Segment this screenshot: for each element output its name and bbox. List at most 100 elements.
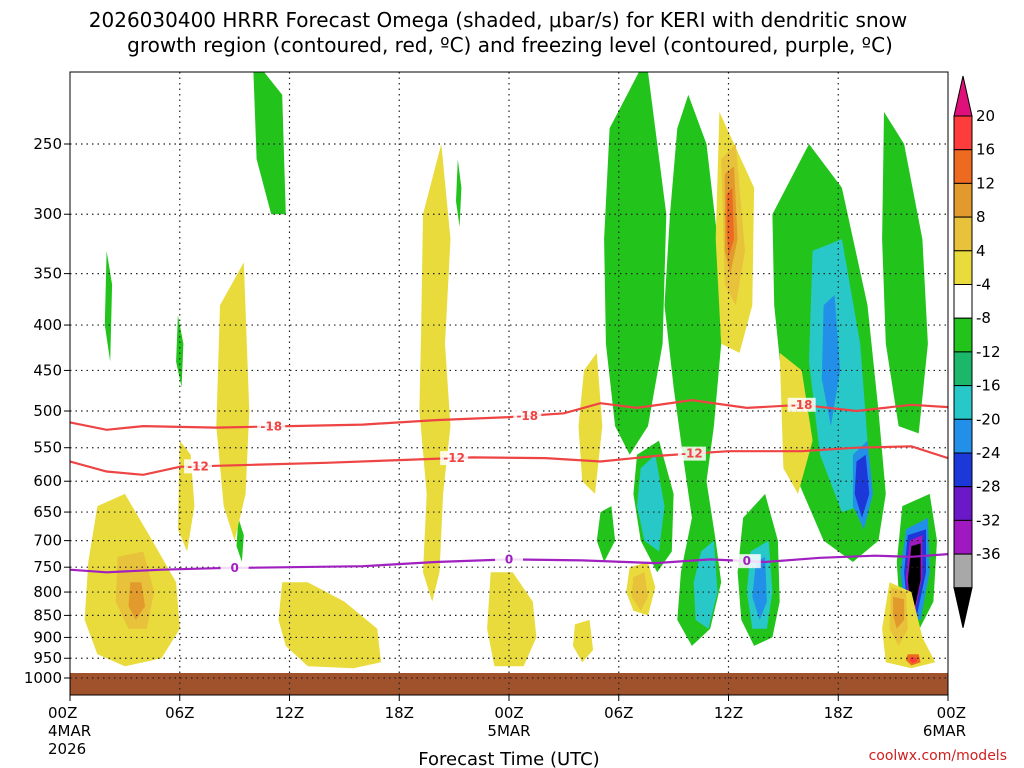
- omega-region-17--16: [821, 295, 841, 427]
- colorbar-swatch-8: [953, 385, 973, 420]
- omega-region-10--4: [236, 517, 244, 562]
- x-tick-label-5: 06Z: [604, 704, 633, 722]
- contour-label--18-2: -18: [791, 398, 813, 412]
- colorbar-bottom-arrow: [953, 587, 973, 628]
- colorbar-swatch-7: [953, 351, 973, 387]
- x-tick-label-7: 18Z: [824, 704, 853, 722]
- omega-region-24--36: [907, 543, 921, 607]
- colorbar-label-5: -4: [976, 276, 991, 294]
- contour-line-0: [70, 553, 948, 574]
- omega-region-29-4: [419, 144, 451, 602]
- omega-region-11--4: [596, 506, 616, 562]
- omega-region-3--4: [882, 111, 928, 434]
- omega-region-41-12: [128, 582, 145, 620]
- x-tick-label-2: 12Z: [275, 704, 304, 722]
- colorbar-label-1: 16: [976, 141, 995, 159]
- colorbar-swatch-13: [953, 553, 973, 589]
- y-tick-label-350: 350: [33, 265, 62, 283]
- omega-region-27-4: [216, 262, 250, 541]
- contour-label-bg-1-1: [440, 451, 469, 466]
- contour-label-0-0: 0: [230, 561, 238, 575]
- omega-region-15--12: [637, 454, 665, 552]
- colorbar-label-12: -32: [976, 511, 1001, 529]
- colorbar-swatch-3: [953, 216, 973, 252]
- x-tick-date-4: 5MAR: [487, 722, 530, 740]
- chart-title-line2: growth region (contoured, red, ºC) and f…: [127, 33, 893, 57]
- colorbar-swatch-10: [953, 452, 973, 488]
- colorbar-label-8: -16: [976, 377, 1001, 395]
- colorbar-label-2: 12: [976, 174, 995, 192]
- y-tick-label-300: 300: [33, 205, 62, 223]
- colorbar-label-7: -12: [976, 343, 1001, 361]
- colorbar: 20 16 12 8 4 -4 -8 -12 -16 -20 -24 -28 -32 -36: [953, 75, 1001, 628]
- contour-label-bg-0-1: [513, 408, 542, 423]
- omega-region-21--20: [854, 454, 870, 518]
- colorbar-label-11: -28: [976, 478, 1001, 496]
- y-tick-label-550: 550: [33, 439, 62, 457]
- y-tick-label-750: 750: [33, 558, 62, 576]
- colorbar-label-6: -8: [976, 309, 991, 327]
- y-tick-label-450: 450: [33, 361, 62, 379]
- omega-region-40-8: [631, 572, 648, 611]
- contour-label-bg-0-0: [257, 419, 286, 434]
- omega-region-30-4: [487, 572, 537, 667]
- omega-region-33-4: [779, 352, 813, 494]
- contour-label-0-1: 0: [505, 552, 513, 566]
- omega-region-1--4: [604, 72, 667, 455]
- x-tick-label-8: 00Z: [937, 704, 966, 722]
- y-tick-label-800: 800: [33, 583, 62, 601]
- x-tick-label-3: 18Z: [385, 704, 414, 722]
- omega-region-28-4: [278, 582, 381, 669]
- y-tick-label-250: 250: [33, 135, 62, 153]
- colorbar-swatch-1: [953, 149, 973, 184]
- contour-label-bg-0-2: [787, 397, 816, 412]
- temperature-contours: -18 -18 -18 -12 -12 -12 0 0 0: [70, 397, 948, 575]
- colorbar-swatch-5: [953, 284, 973, 319]
- colorbar-label-3: 8: [976, 208, 986, 226]
- chart-title-line1: 2026030400 HRRR Forecast Omega (shaded, …: [89, 8, 907, 32]
- x-tick-year-0: 2026: [48, 740, 86, 758]
- colorbar-swatch-11: [953, 486, 973, 521]
- omega-region-31-4: [578, 352, 603, 494]
- contour-line--18: [70, 398, 948, 431]
- omega-region-7--4: [253, 72, 286, 215]
- contour-label--12-1: -12: [443, 451, 465, 465]
- x-tick-label-1: 06Z: [165, 704, 194, 722]
- x-tick-label-4: 00Z: [494, 704, 523, 722]
- omega-region-19--16: [752, 556, 767, 620]
- colorbar-swatch-12: [953, 519, 973, 555]
- contour-label-bg-2-2: [732, 554, 761, 569]
- omega-region-26-4: [177, 440, 195, 552]
- colorbar-label-4: 4: [976, 242, 986, 260]
- colorbar-label-9: -20: [976, 410, 1001, 428]
- omega-region-46-20: [909, 657, 917, 664]
- y-tick-label-400: 400: [33, 316, 62, 334]
- omega-region-8--4: [104, 250, 113, 362]
- contour-label-bg-2-0: [220, 560, 249, 575]
- contour-label-0-2: 0: [743, 554, 751, 568]
- colorbar-label-10: -24: [976, 444, 1001, 462]
- contour-line--12: [70, 445, 948, 476]
- omega-shading: [84, 72, 937, 669]
- y-tick-label-650: 650: [33, 503, 62, 521]
- y-tick-label-1000: 1000: [24, 669, 62, 687]
- x-tick-label-6: 12Z: [714, 704, 743, 722]
- contour-label--12-0: -12: [187, 459, 209, 473]
- colorbar-swatch-9: [953, 418, 973, 454]
- omega-region-43-12: [893, 596, 905, 629]
- contour-label--12-2: -12: [681, 447, 703, 461]
- colorbar-top-arrow: [953, 75, 973, 117]
- colorbar-label-13: -36: [976, 545, 1001, 563]
- omega-region-36-4: [573, 619, 594, 663]
- credit-text: coolwx.com/models: [869, 748, 1007, 764]
- x-tick-date-0: 4MAR: [48, 722, 91, 740]
- x-tick-date-8: 6MAR: [923, 722, 966, 740]
- omega-region-12--4: [456, 159, 462, 227]
- colorbar-swatch-0: [953, 115, 973, 151]
- contour-label--18-1: -18: [516, 409, 538, 423]
- y-tick-label-600: 600: [33, 472, 62, 490]
- contour-label-bg-1-0: [184, 459, 213, 474]
- contour-label--18-0: -18: [260, 419, 282, 433]
